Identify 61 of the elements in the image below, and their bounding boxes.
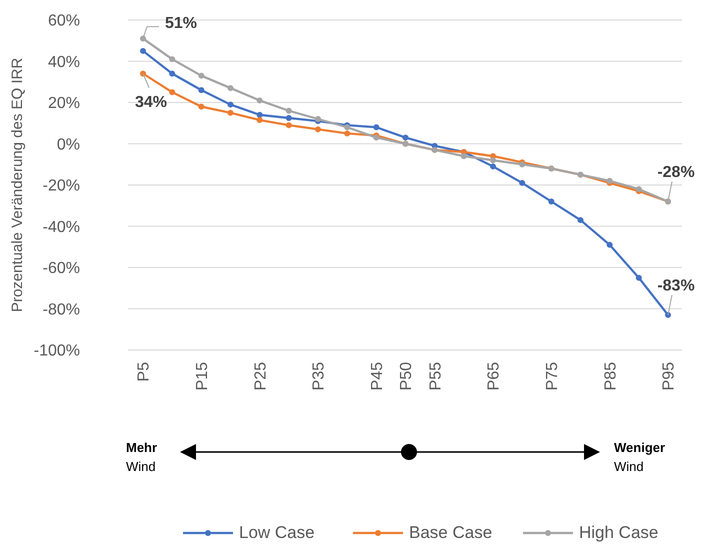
point xyxy=(373,124,380,130)
annotation: -28% xyxy=(657,164,695,182)
point xyxy=(606,242,613,248)
x-tick-label: P35 xyxy=(310,362,328,390)
point xyxy=(198,72,204,79)
point xyxy=(256,112,263,118)
point xyxy=(228,102,234,108)
point xyxy=(402,134,408,141)
text: Mehr Wind xyxy=(126,440,158,474)
y-tick-label: 60% xyxy=(48,12,80,30)
x-tick-label: P55 xyxy=(427,362,444,390)
x-tick-label: P50 xyxy=(398,362,416,390)
point xyxy=(256,97,263,104)
point xyxy=(198,87,204,94)
text: Weniger Wind xyxy=(614,440,666,474)
point xyxy=(169,89,176,96)
point xyxy=(286,108,292,114)
x-tick-label: P45 xyxy=(368,362,386,390)
y-tick-label: -60% xyxy=(42,260,80,278)
x-tick-label: P65 xyxy=(486,362,503,390)
point xyxy=(228,85,234,92)
point xyxy=(169,70,176,77)
y-tick-label: -40% xyxy=(42,218,80,236)
x-tick-label: P95 xyxy=(660,362,678,390)
point xyxy=(286,114,292,121)
point xyxy=(256,117,263,124)
annotation: -83% xyxy=(657,278,695,295)
x-tick-label: P25 xyxy=(252,362,270,390)
point xyxy=(373,134,380,141)
x-tick-label: P75 xyxy=(544,362,561,390)
y-tick-label: 20% xyxy=(48,95,80,112)
x-tick-label: P15 xyxy=(194,362,211,390)
point xyxy=(140,48,146,54)
y-tick-label: -80% xyxy=(42,301,80,318)
y-tick-label: 0% xyxy=(56,136,80,154)
point xyxy=(286,122,292,128)
y-axis-title: Prozentuale Veränderung des EQ IRR xyxy=(9,58,26,312)
point xyxy=(519,180,526,186)
point xyxy=(315,126,321,132)
point xyxy=(140,36,146,42)
point xyxy=(490,157,496,164)
legend-label: Base Case xyxy=(409,523,492,542)
point xyxy=(228,110,234,116)
point xyxy=(636,274,642,281)
y-tick-label: -100% xyxy=(34,342,80,360)
y-tick-label: 40% xyxy=(48,54,80,71)
y-tick-label: -20% xyxy=(42,178,80,195)
annotation: 51% xyxy=(165,15,198,32)
point xyxy=(344,130,350,136)
point xyxy=(460,153,467,160)
point xyxy=(198,104,204,110)
legend-label: Low Case xyxy=(239,523,315,542)
point xyxy=(548,198,554,204)
point xyxy=(315,116,321,122)
legend-label: High Case xyxy=(579,523,658,542)
annotation: 34% xyxy=(135,94,168,112)
point xyxy=(169,56,176,62)
x-tick-label: P85 xyxy=(602,362,620,390)
x-tick-label: P5 xyxy=(136,362,153,382)
point xyxy=(490,163,496,170)
point xyxy=(578,217,584,224)
